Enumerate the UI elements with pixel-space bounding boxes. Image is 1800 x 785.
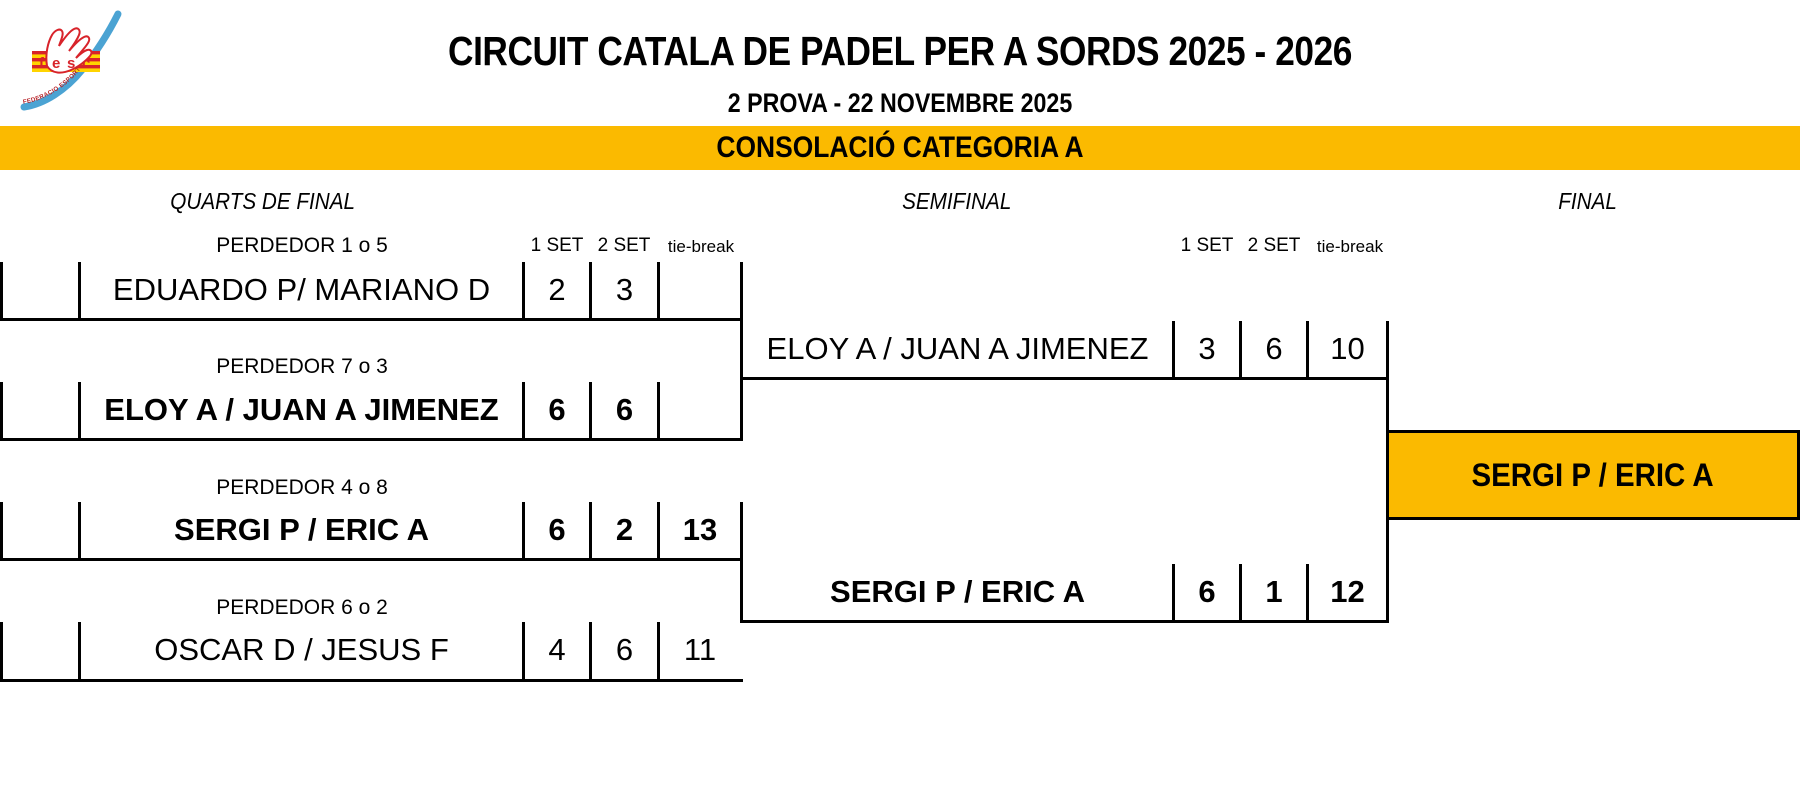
qf-set1-header: 1 SET xyxy=(530,235,584,256)
qf2-tiebreak xyxy=(660,382,740,438)
qf4-tiebreak-divider xyxy=(657,622,660,682)
qf3-set1-divider xyxy=(522,502,525,561)
qf3-set1: 6 xyxy=(548,512,566,547)
qf3-stub-right-border xyxy=(78,502,81,561)
sf2-left-border xyxy=(740,564,743,623)
sf2-set1-divider xyxy=(1172,564,1175,623)
qf2-set1-divider xyxy=(522,382,525,441)
qf4-set2: 6 xyxy=(615,632,634,667)
qf2-tiebreak-divider xyxy=(657,382,660,441)
qf3-tiebreak-divider xyxy=(657,502,660,561)
qf2-stub-left-border xyxy=(0,382,3,441)
qf1-set1-divider xyxy=(522,262,525,321)
qf4-stub-right-border xyxy=(78,622,81,682)
svg-text:e: e xyxy=(52,55,60,72)
qf1-stub-right-border xyxy=(78,262,81,321)
sf2-set2: 1 xyxy=(1265,574,1283,609)
sf1-left-border xyxy=(740,321,743,380)
sf-tiebreak-header: tie-break xyxy=(1316,237,1384,256)
champion-label: SERGI P / ERIC A xyxy=(1471,456,1715,493)
sf2-tiebreak-divider xyxy=(1306,564,1309,623)
champion-box: SERGI P / ERIC A xyxy=(1386,430,1800,520)
qf4-set2-divider xyxy=(589,622,592,682)
qf1-team: EDUARDO P/ MARIANO D xyxy=(112,272,491,307)
sf2-set2-divider xyxy=(1239,564,1242,623)
qf1-tiebreak xyxy=(660,262,740,318)
sf1-set2: 6 xyxy=(1265,331,1283,366)
round-header-final: FINAL xyxy=(1558,188,1617,214)
qf1-set2-divider xyxy=(589,262,592,321)
sf2-team: SERGI P / ERIC A xyxy=(830,574,1085,609)
qf2-set2-divider xyxy=(589,382,592,441)
sf1-right-border xyxy=(1386,321,1389,380)
sf2-bottom-border xyxy=(740,620,1389,623)
qf1-seed-label: PERDEDOR 1 o 5 xyxy=(216,234,388,257)
qf4-tiebreak: 11 xyxy=(683,632,717,667)
qf-set2-header: 2 SET xyxy=(597,235,651,256)
qf1-bottom-border xyxy=(0,318,743,321)
sf2-set1: 6 xyxy=(1198,574,1216,609)
qf4-stub-left-border xyxy=(0,622,3,682)
qf4-bottom-border xyxy=(0,679,743,682)
sf-set1-header: 1 SET xyxy=(1180,235,1234,256)
qf2-set1: 6 xyxy=(548,392,566,427)
qf1-set1: 2 xyxy=(548,272,566,307)
qf2-stub-right-border xyxy=(78,382,81,441)
fesc-logo: f e s c FEDERACIO ESPORTIVA DE SORDS DE … xyxy=(14,4,149,114)
qf4-set1-divider xyxy=(522,622,525,682)
sf2-tiebreak: 12 xyxy=(1330,574,1365,609)
sf1-tiebreak-divider xyxy=(1306,321,1309,380)
sf1-bottom-border xyxy=(740,377,1389,380)
qf3-bottom-border xyxy=(0,558,743,561)
qf4-team: OSCAR D / JESUS F xyxy=(154,632,449,667)
sf1-team: ELOY A / JUAN A JIMENEZ xyxy=(766,331,1149,366)
qf3-set2: 2 xyxy=(615,512,634,547)
category-band-label: CONSOLACIÓ CATEGORIA A xyxy=(716,131,1084,164)
svg-text:f: f xyxy=(39,55,45,72)
qf2-set2: 6 xyxy=(615,392,634,427)
page-title: CIRCUIT CATALA DE PADEL PER A SORDS 2025… xyxy=(448,28,1352,74)
qf1-tiebreak-divider xyxy=(657,262,660,321)
qf2-seed-label: PERDEDOR 7 o 3 xyxy=(216,355,388,378)
sf1-set1: 3 xyxy=(1198,331,1216,366)
qf3-right-border xyxy=(740,502,743,561)
qf2-bottom-border xyxy=(0,438,743,441)
sf1-tiebreak: 10 xyxy=(1330,331,1365,366)
qf3-team: SERGI P / ERIC A xyxy=(174,512,429,547)
round-header-quarters: QUARTS DE FINAL xyxy=(170,188,356,214)
qf1-right-border xyxy=(740,262,743,321)
qf3-seed-label: PERDEDOR 4 o 8 xyxy=(216,476,388,499)
sf1-set2-divider xyxy=(1239,321,1242,380)
qf-tiebreak-header: tie-break xyxy=(667,237,735,256)
qf3-set2-divider xyxy=(589,502,592,561)
svg-text:s: s xyxy=(67,55,75,72)
qf1-stub-left-border xyxy=(0,262,3,321)
sf-set2-header: 2 SET xyxy=(1247,235,1301,256)
page-subtitle: 2 PROVA - 22 NOVEMBRE 2025 xyxy=(727,88,1073,118)
sf1-set1-divider xyxy=(1172,321,1175,380)
qf1-set2: 3 xyxy=(615,272,634,307)
svg-text:c: c xyxy=(82,55,90,72)
qf4-set1: 4 xyxy=(548,632,566,667)
qf2-team: ELOY A / JUAN A JIMENEZ xyxy=(104,392,499,427)
category-band: CONSOLACIÓ CATEGORIA A xyxy=(0,126,1800,170)
round-header-semifinal: SEMIFINAL xyxy=(902,188,1012,214)
qf3-tiebreak: 13 xyxy=(682,512,718,547)
qf4-seed-label: PERDEDOR 6 o 2 xyxy=(216,596,388,619)
qf3-stub-left-border xyxy=(0,502,3,561)
